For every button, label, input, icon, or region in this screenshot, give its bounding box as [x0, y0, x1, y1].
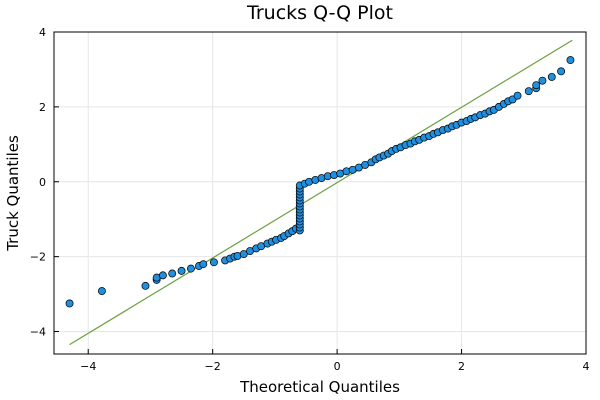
- data-point: [209, 258, 218, 267]
- data-point: [158, 271, 167, 280]
- ticks-layer: −4 −2 0 2 4 −4 −2 0 2 4: [30, 26, 590, 373]
- x-tick-label: 0: [334, 360, 341, 373]
- y-tick-label: −4: [30, 326, 46, 339]
- reference-line: [69, 39, 573, 346]
- data-point: [141, 281, 150, 290]
- data-point: [532, 81, 541, 90]
- y-axis-label: Truck Quantiles: [4, 135, 22, 252]
- y-tick-label: 2: [39, 101, 46, 114]
- data-point: [199, 260, 208, 269]
- points-layer: [65, 56, 575, 308]
- y-tick-label: −2: [30, 251, 46, 264]
- data-point: [177, 266, 186, 275]
- data-point: [557, 67, 566, 76]
- y-tick-label: 4: [39, 26, 46, 39]
- data-point: [186, 264, 195, 273]
- data-point: [97, 287, 106, 296]
- plot-frame: [53, 31, 587, 355]
- x-tick-label: −4: [80, 360, 96, 373]
- x-tick-label: −2: [205, 360, 221, 373]
- x-tick-label: 4: [583, 360, 590, 373]
- y-tick-label: 0: [39, 176, 46, 189]
- chart-title: Trucks Q-Q Plot: [246, 2, 393, 24]
- data-point: [538, 76, 547, 85]
- data-point: [168, 269, 177, 278]
- data-point: [65, 299, 74, 308]
- data-point: [513, 91, 522, 100]
- x-axis-label: Theoretical Quantiles: [239, 378, 400, 396]
- x-tick-label: 2: [458, 360, 465, 373]
- data-point: [524, 87, 533, 96]
- data-point: [239, 250, 248, 258]
- data-point: [547, 72, 556, 81]
- data-point: [566, 56, 575, 65]
